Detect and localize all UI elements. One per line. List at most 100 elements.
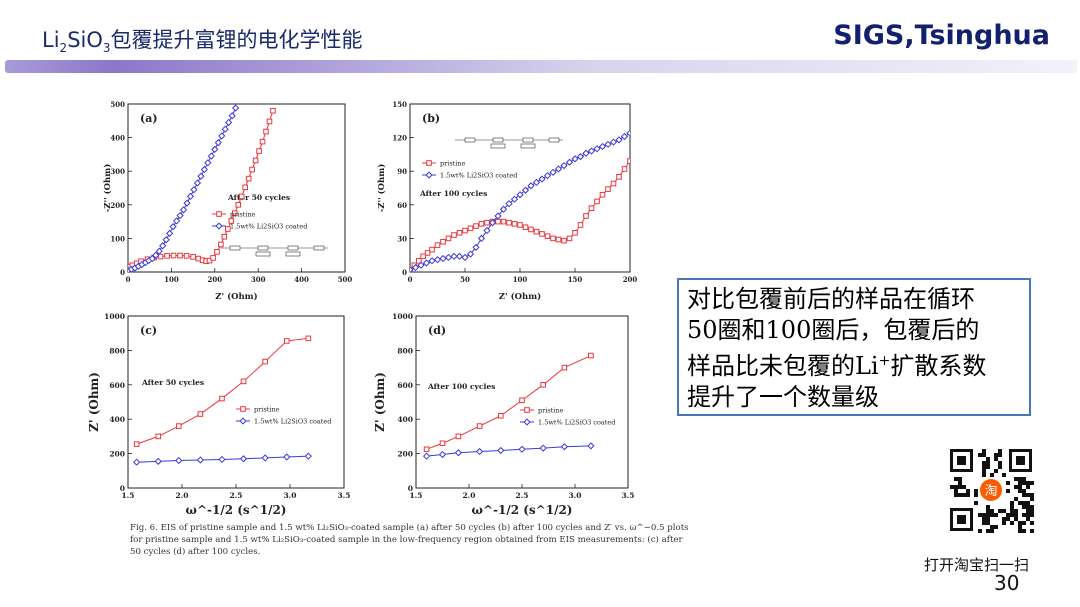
data-point xyxy=(583,213,589,219)
data-point xyxy=(466,250,475,258)
data-point xyxy=(516,191,524,199)
data-point xyxy=(240,378,247,385)
annotation-label: After 100 cycles xyxy=(419,189,487,198)
data-point xyxy=(497,446,505,455)
data-point xyxy=(528,226,534,233)
data-point xyxy=(527,182,535,190)
data-point xyxy=(219,395,225,402)
data-point xyxy=(228,112,236,120)
data-point xyxy=(549,168,557,176)
data-point xyxy=(533,228,540,235)
data-point xyxy=(517,222,523,228)
title-sub-3: 3 xyxy=(102,41,111,56)
data-point xyxy=(155,247,163,255)
data-point xyxy=(176,211,184,220)
data-point xyxy=(193,179,202,187)
data-point xyxy=(422,259,431,267)
data-point xyxy=(179,206,188,214)
data-point xyxy=(582,149,590,157)
data-point xyxy=(225,226,231,232)
data-point xyxy=(483,226,491,235)
data-point xyxy=(249,166,255,173)
data-point xyxy=(207,152,215,160)
y-tick-label: 150 xyxy=(392,100,407,109)
x-tick-label: 3.0 xyxy=(283,491,296,500)
x-axis-label: ω^-1/2 (s^1/2) xyxy=(186,503,287,517)
title-sio: SiO xyxy=(67,28,103,52)
x-tick-label: 500 xyxy=(338,275,353,284)
legend-label: 1.5wt% Li2SiO3 coated xyxy=(230,223,307,231)
y-tick-label: 200 xyxy=(110,201,125,210)
panel-label: (a) xyxy=(140,112,158,125)
data-point xyxy=(593,145,601,153)
note-line-1: 对比包覆前后的样品在循环 xyxy=(687,285,975,313)
data-point xyxy=(462,227,468,234)
data-point xyxy=(500,218,507,225)
x-tick-label: 2.5 xyxy=(229,491,242,500)
data-point xyxy=(210,255,216,261)
data-point xyxy=(434,242,441,248)
y-tick-label: 800 xyxy=(109,346,125,355)
note-line-2: 50圈和100圈后，包覆后的 xyxy=(687,316,980,344)
data-point xyxy=(495,218,501,225)
data-point xyxy=(232,104,240,112)
data-point xyxy=(477,234,486,243)
data-point xyxy=(266,118,273,125)
data-point xyxy=(626,129,630,137)
legend-marker xyxy=(215,222,223,230)
note-superscript: + xyxy=(878,353,891,369)
figure-caption: Fig. 6. EIS of pristine sample and 1.5 w… xyxy=(130,523,689,557)
legend-label: 1.5wt% Li2SiO3 coated xyxy=(440,172,517,180)
y-tick-label: 800 xyxy=(397,346,413,355)
data-point xyxy=(433,256,442,264)
chart-b: 0 50 100 150 200 0 30 60 90 120 150 Z' (Ohm) -Z'' (O… xyxy=(376,100,637,302)
x-tick-label: 200 xyxy=(207,275,222,284)
data-point xyxy=(263,128,269,135)
data-point xyxy=(183,199,191,207)
qr-label: 打开淘宝扫一扫 xyxy=(924,556,1030,574)
title-sub-2: 2 xyxy=(59,41,68,56)
y-tick-label: 400 xyxy=(397,415,413,424)
data-point xyxy=(494,212,502,220)
data-point xyxy=(242,184,248,191)
x-tick-label: 300 xyxy=(251,275,266,284)
data-point xyxy=(197,172,205,180)
x-tick-label: 2.0 xyxy=(175,491,188,500)
x-tick-label: 2.0 xyxy=(462,491,475,500)
y-tick-label: 300 xyxy=(110,167,125,176)
title-rest: 包覆提升富锂的电化学性能 xyxy=(110,28,363,52)
data-point xyxy=(148,254,156,263)
data-point xyxy=(197,411,204,417)
data-point xyxy=(594,198,600,205)
data-point xyxy=(305,335,312,342)
x-tick-label: 3.5 xyxy=(337,491,350,500)
data-point xyxy=(605,186,611,192)
data-point xyxy=(588,205,595,211)
y-axis-label: Z' (Ohm) xyxy=(87,372,101,432)
note-line-3b: 扩散系数 xyxy=(890,352,987,380)
x-tick-label: 0 xyxy=(126,275,131,284)
taobao-badge-icon: 淘 xyxy=(984,484,997,499)
data-point xyxy=(521,186,530,194)
data-point xyxy=(283,338,290,344)
data-point xyxy=(565,158,574,166)
data-point xyxy=(599,191,606,198)
legend-label: pristine xyxy=(254,406,280,414)
data-point xyxy=(587,442,595,450)
data-point xyxy=(133,458,141,466)
y-tick-label: 1000 xyxy=(392,312,413,321)
data-point xyxy=(444,253,453,262)
qr-code[interactable]: 淘 xyxy=(948,447,1034,533)
data-point xyxy=(196,456,204,464)
x-tick-label: 150 xyxy=(568,275,583,284)
x-tick-label: 50 xyxy=(460,275,470,284)
y-tick-label: 0 xyxy=(120,484,125,493)
circuit-diagram xyxy=(455,137,563,149)
data-point xyxy=(256,148,262,154)
y-axis-label: Z' (Ohm) xyxy=(373,372,387,432)
data-point xyxy=(152,251,160,259)
series-diamond xyxy=(410,129,630,272)
x-tick-label: 400 xyxy=(294,275,309,284)
data-point xyxy=(484,219,490,226)
x-axis-label: Z' (Ohm) xyxy=(215,291,257,302)
